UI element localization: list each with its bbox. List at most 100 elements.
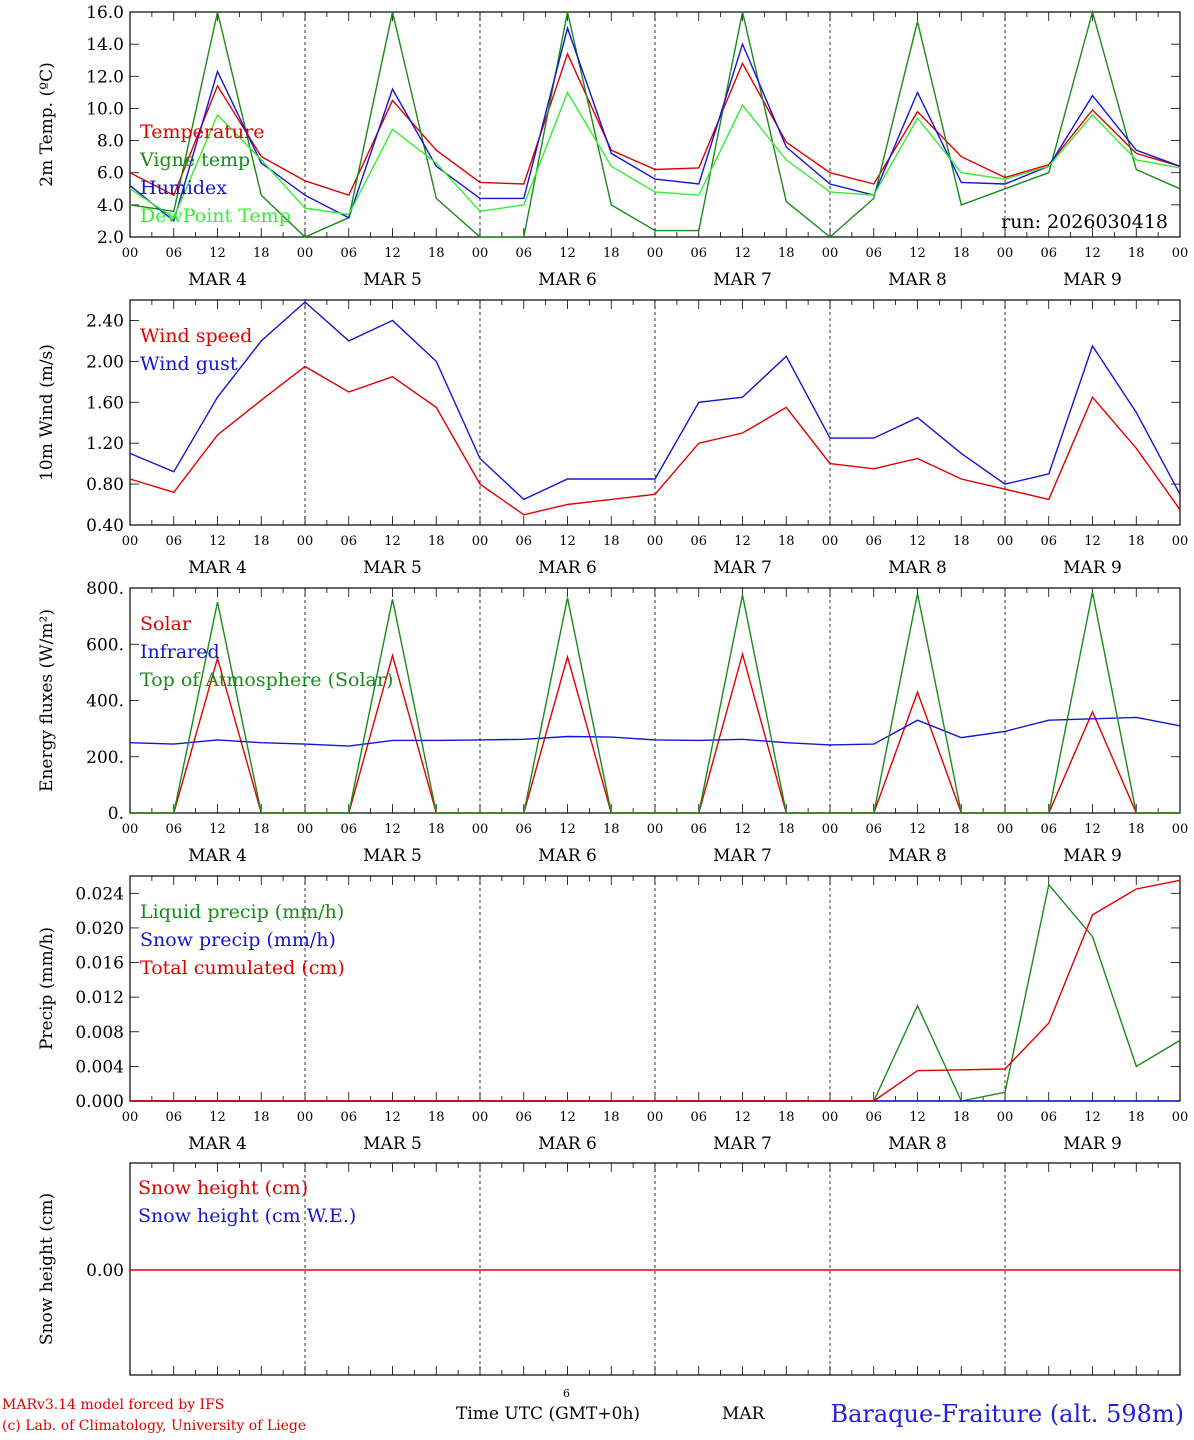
y-axis-title: 10m Wind (m/s) <box>37 344 57 481</box>
x-hour-label: 00 <box>297 1110 314 1125</box>
x-hour-label: 18 <box>953 822 970 837</box>
y-axis-title: Snow height (cm) <box>37 1193 57 1345</box>
series-line <box>129 716 1181 747</box>
y-tick-label: 16.0 <box>86 3 124 23</box>
series-line <box>129 365 1181 516</box>
x-hour-label: 06 <box>165 822 182 837</box>
x-hour-label: 12 <box>1084 822 1101 837</box>
x-hour-label: 06 <box>865 534 882 549</box>
x-hour-label: 06 <box>340 246 357 261</box>
x-hour-label: 06 <box>865 246 882 261</box>
y-tick-label: 2.0 <box>97 228 124 248</box>
x-hour-label: 06 <box>340 1110 357 1125</box>
x-hour-label: 18 <box>428 534 445 549</box>
y-tick-label: 0.40 <box>86 516 124 536</box>
plot-frame <box>129 587 1181 814</box>
x-hour-label: 12 <box>909 246 926 261</box>
legend-entry: Total cumulated (cm) <box>140 957 345 979</box>
x-hour-label: 12 <box>384 246 401 261</box>
legend-entry: Humidex <box>140 177 227 199</box>
x-hour-label: 00 <box>822 246 839 261</box>
x-hour-label: 18 <box>1128 822 1145 837</box>
y-tick-label: 1.60 <box>86 393 124 413</box>
x-hour-label: 18 <box>253 534 270 549</box>
x-hour-label: 00 <box>1172 534 1189 549</box>
x-hour-label: 18 <box>253 822 270 837</box>
x-hour-label: 18 <box>953 1110 970 1125</box>
y-tick-label: 14.0 <box>86 35 124 55</box>
legend-entry: Temperature <box>140 121 264 143</box>
x-hour-label: 18 <box>1128 246 1145 261</box>
x-hour-label: 18 <box>603 534 620 549</box>
y-tick-label: 10.0 <box>86 99 124 119</box>
model-credit: MARv3.14 model forced by IFS <box>2 1397 225 1413</box>
x-day-label: MAR 4 <box>188 558 247 578</box>
x-hour-label: 12 <box>209 246 226 261</box>
x-hour-label: 12 <box>1084 1110 1101 1125</box>
x-day-label: MAR 8 <box>888 270 947 290</box>
x-hour-label: 12 <box>384 534 401 549</box>
y-tick-label: 0.012 <box>75 988 124 1008</box>
x-day-label: MAR 5 <box>363 558 422 578</box>
x-hour-label: 12 <box>209 534 226 549</box>
x-day-label: MAR 4 <box>188 846 247 866</box>
y-tick-label: 0.004 <box>75 1057 124 1077</box>
x-hour-label: 00 <box>297 822 314 837</box>
x-hour-label: 06 <box>1040 534 1057 549</box>
x-hour-label: 06 <box>865 822 882 837</box>
x-hour-label: 06 <box>690 246 707 261</box>
x-day-label: MAR 9 <box>1063 1134 1122 1154</box>
x-hour-label: 00 <box>122 822 139 837</box>
y-tick-label: 0.008 <box>75 1023 124 1043</box>
x-hour-label: 06 <box>165 246 182 261</box>
y-axis-title: 2m Temp. (ºC) <box>37 62 57 187</box>
y-tick-label: 0.024 <box>75 884 124 904</box>
x-day-label: MAR 5 <box>363 846 422 866</box>
x-hour-label: 00 <box>297 246 314 261</box>
y-tick-label: 0. <box>108 804 124 824</box>
y-tick-label: 0.00 <box>86 1261 124 1281</box>
x-day-label: MAR 6 <box>538 270 597 290</box>
x-hour-label: 18 <box>603 246 620 261</box>
x-hour-label: 00 <box>1172 246 1189 261</box>
x-day-label: MAR 9 <box>1063 846 1122 866</box>
x-hour-label: 00 <box>122 1110 139 1125</box>
legend-entry: Snow height (cm) <box>138 1177 308 1199</box>
x-hour-label: 00 <box>822 1110 839 1125</box>
y-axis-title: Energy fluxes (W/m²) <box>37 609 57 792</box>
x-day-label: MAR 7 <box>713 558 772 578</box>
x-hour-label: 00 <box>1172 822 1189 837</box>
x-hour-label: 00 <box>472 1110 489 1125</box>
x-hour-label: 18 <box>778 822 795 837</box>
y-tick-label: 0.016 <box>75 954 124 974</box>
series-line <box>130 592 1180 814</box>
x-day-label: MAR 8 <box>888 846 947 866</box>
legend-entry: Wind gust <box>140 353 238 375</box>
legend-entry: Snow precip (mm/h) <box>140 929 336 951</box>
x-hour-label: 12 <box>1084 534 1101 549</box>
y-tick-label: 200. <box>86 748 124 768</box>
y-tick-label: 12.0 <box>86 67 124 87</box>
y-tick-label: 400. <box>86 692 124 712</box>
x-hour-label: 12 <box>734 822 751 837</box>
x-day-label: MAR 7 <box>713 846 772 866</box>
x-hour-label: 00 <box>647 534 664 549</box>
y-tick-label: 6.0 <box>97 164 124 184</box>
x-hour-label: 12 <box>909 822 926 837</box>
x-hour-label: 06 <box>690 822 707 837</box>
series-line <box>129 51 1181 197</box>
panel-4: 0.000 0.004 0.008 0.012 0.016 0.020 0.024 Preci… <box>37 875 1188 1154</box>
legend-entry: Solar <box>140 613 192 635</box>
x-hour-label: 00 <box>822 534 839 549</box>
x-hour-label: 12 <box>559 822 576 837</box>
station-title: Baraque-Fraiture (alt. 598m) <box>830 1400 1184 1428</box>
x-hour-label: 12 <box>559 1110 576 1125</box>
x-hour-label: 18 <box>778 1110 795 1125</box>
x-hour-label: 06 <box>340 822 357 837</box>
x-hour-label: 06 <box>340 534 357 549</box>
y-tick-label: 8.0 <box>97 132 124 152</box>
x-hour-label: 06 <box>1040 1110 1057 1125</box>
x-hour-label: 06 <box>165 534 182 549</box>
x-hour-label: 06 <box>515 246 532 261</box>
y-tick-label: 0.000 <box>75 1092 124 1112</box>
